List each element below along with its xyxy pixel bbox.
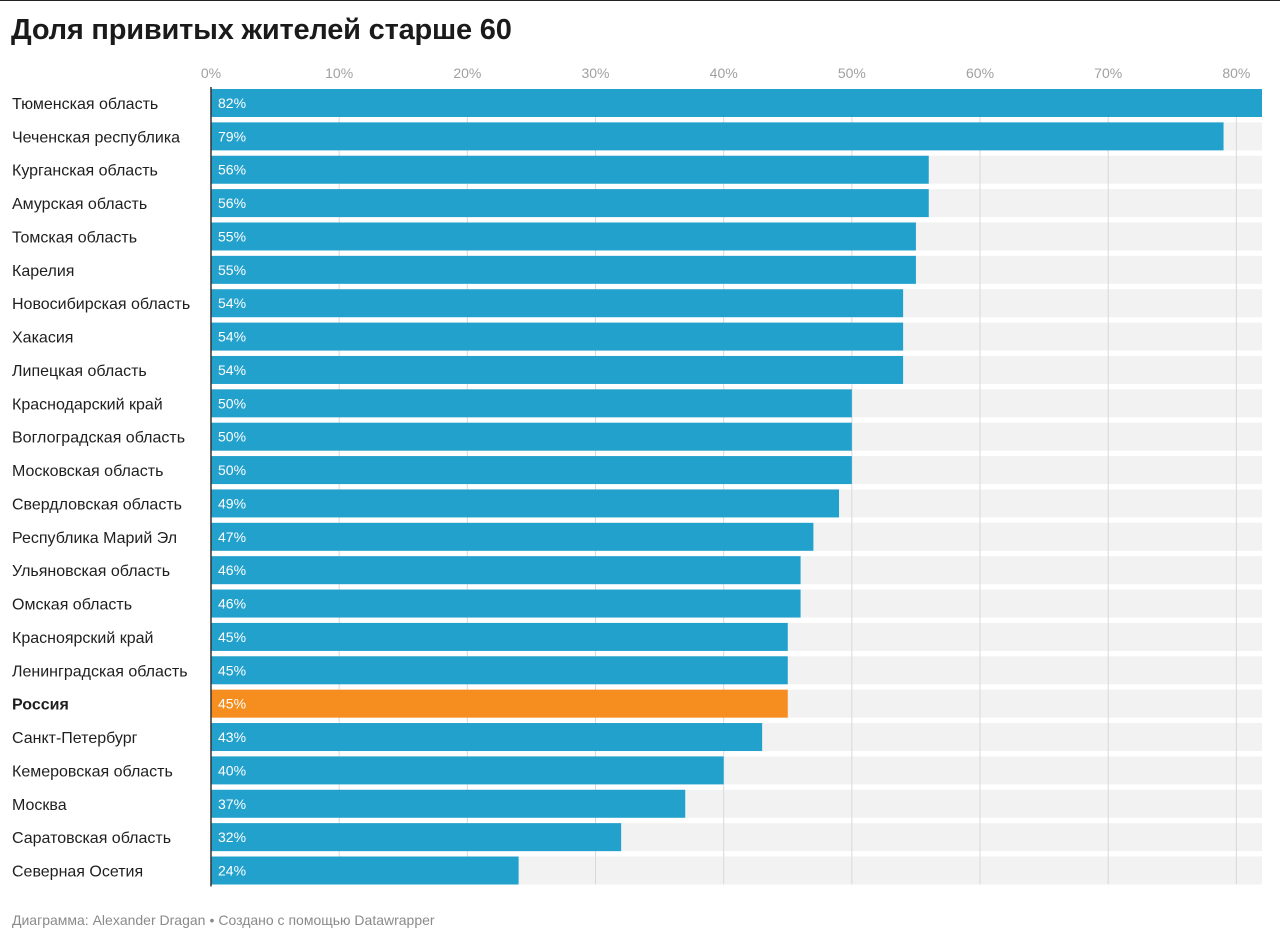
bar: [211, 222, 916, 251]
bar: [211, 823, 622, 852]
bar: [211, 355, 904, 384]
x-tick-label: 60%: [966, 65, 994, 81]
bars: [211, 89, 1262, 885]
top-rule: [0, 0, 1280, 1]
value-label: 50%: [218, 429, 246, 445]
x-tick-label: 40%: [710, 65, 738, 81]
footer: Диаграмма: Alexander Dragan • Создано с по…: [12, 912, 435, 928]
bar: [211, 589, 801, 618]
bar: [211, 122, 1224, 151]
category-label: Москва: [12, 797, 67, 814]
value-label: 32%: [218, 829, 246, 845]
value-label: 45%: [218, 629, 246, 645]
bar: [211, 723, 763, 752]
category-label: Московская область: [12, 463, 163, 480]
x-tick-label: 20%: [453, 65, 481, 81]
value-label: 40%: [218, 762, 246, 778]
category-label: Ульяновская область: [12, 563, 170, 580]
category-label: Республика Марий Эл: [12, 530, 177, 547]
category-label: Курганская область: [12, 163, 158, 180]
x-tick-label: 10%: [325, 65, 353, 81]
value-labels: 82% 79% 56% 56% 55% 55% 54% 54% 54% 50% 50% 50% 49% 4…: [218, 95, 246, 879]
category-label: Хакасия: [12, 330, 73, 347]
x-tick-label: 30%: [581, 65, 609, 81]
bar: [211, 856, 519, 885]
bar: [211, 189, 929, 218]
bar: [211, 556, 801, 585]
bar: [211, 89, 1262, 117]
bar: [211, 622, 788, 651]
bar: [211, 656, 788, 685]
category-label: Кемеровская область: [12, 763, 173, 780]
bar: [211, 489, 840, 518]
x-tick-label: 80%: [1222, 65, 1250, 81]
x-axis-ticks: 0% 10% 20% 30% 40% 50% 60% 70% 80%: [201, 65, 1250, 81]
gridlines: [338, 89, 1237, 885]
category-label: Тюменская область: [12, 96, 158, 113]
category-label: Саратовская область: [12, 830, 171, 847]
bar: [211, 422, 852, 451]
value-label: 49%: [218, 495, 246, 511]
value-label: 56%: [218, 162, 246, 178]
bar: [211, 322, 904, 351]
category-label: Чеченская республика: [12, 129, 180, 146]
category-label: Карелия: [12, 263, 74, 280]
value-label: 24%: [218, 863, 246, 879]
category-label: Воглоградская область: [12, 430, 185, 447]
footer-datawrapper: Создано с помощью Datawrapper: [218, 912, 435, 928]
value-label: 45%: [218, 662, 246, 678]
bar: [211, 522, 814, 551]
bar-highlight: [211, 689, 788, 718]
bar: [211, 155, 929, 184]
value-label: 50%: [218, 462, 246, 478]
value-label: 55%: [218, 228, 246, 244]
category-label: Новосибирская область: [12, 296, 190, 313]
bar: [211, 756, 724, 785]
category-label: Россия: [12, 697, 69, 714]
category-label: Санкт-Петербург: [12, 730, 138, 747]
value-label: 82%: [218, 95, 246, 111]
category-label: Липецкая область: [12, 363, 147, 380]
category-labels: Тюменская область Чеченская республика Кур…: [12, 96, 190, 881]
value-label: 55%: [218, 262, 246, 278]
bar: [211, 289, 904, 318]
value-label: 47%: [218, 529, 246, 545]
x-tick-label: 50%: [838, 65, 866, 81]
value-label: 54%: [218, 362, 246, 378]
x-tick-label: 0%: [201, 65, 221, 81]
x-tick-label: 70%: [1094, 65, 1122, 81]
category-label: Томская область: [12, 229, 137, 246]
category-label: Ленинградская область: [12, 663, 188, 680]
category-label: Свердловская область: [12, 496, 182, 513]
category-label: Амурская область: [12, 196, 147, 213]
value-label: 46%: [218, 562, 246, 578]
value-label: 50%: [218, 395, 246, 411]
category-label: Омская область: [12, 597, 132, 614]
footer-separator: •: [209, 912, 215, 928]
bar: [211, 789, 686, 818]
value-label: 79%: [218, 128, 246, 144]
value-label: 54%: [218, 329, 246, 345]
category-label: Краснодарский край: [12, 396, 163, 413]
bar: [211, 389, 852, 418]
value-label: 54%: [218, 295, 246, 311]
chart-title: Доля привитых жителей старше 60: [11, 14, 512, 46]
value-label: 45%: [218, 696, 246, 712]
value-label: 56%: [218, 195, 246, 211]
value-label: 37%: [218, 796, 246, 812]
category-label: Северная Осетия: [12, 864, 143, 881]
value-label: 43%: [218, 729, 246, 745]
bar: [211, 456, 852, 485]
value-label: 46%: [218, 596, 246, 612]
footer-credit: Диаграмма: Alexander Dragan: [12, 912, 206, 928]
bar: [211, 255, 916, 284]
category-label: Красноярский край: [12, 630, 153, 647]
